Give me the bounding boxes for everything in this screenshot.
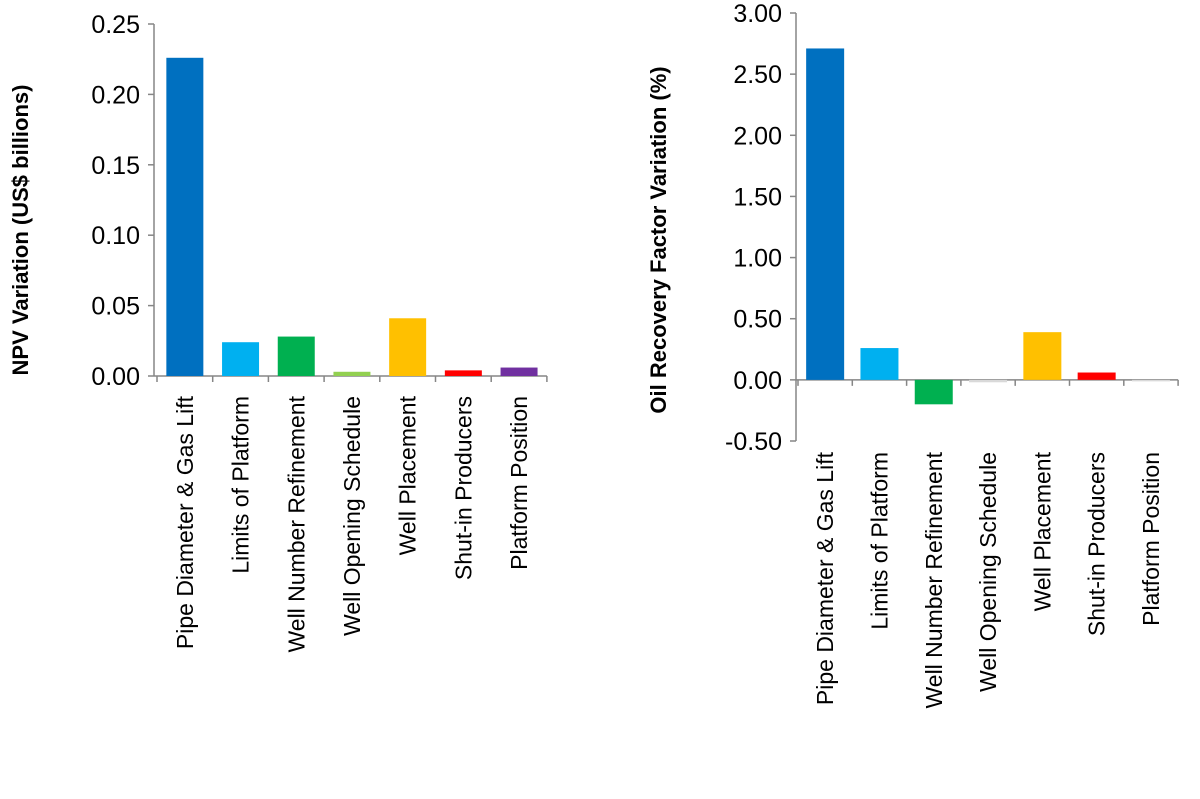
- y-tick-label: 0.00: [733, 367, 782, 395]
- bar-shut-in-producers: [1077, 372, 1116, 380]
- bar-well-number-refinement: [914, 379, 953, 405]
- x-category-label: Limits of Platform: [866, 452, 892, 630]
- y-tick-label: 1.50: [733, 183, 782, 211]
- y-tick-label: 0.15: [91, 152, 140, 180]
- y-tick-label: 3.00: [733, 0, 782, 28]
- x-category-label: Well Number Refinement: [283, 395, 309, 652]
- y-tick-label: -0.50: [725, 428, 782, 456]
- bar-limits-of-platform: [860, 348, 899, 380]
- x-category-label: Platform Position: [506, 396, 532, 570]
- bar-pipe-diameter-and-gas-lift: [806, 48, 845, 380]
- x-category-label: Pipe Diameter & Gas Lift: [172, 395, 198, 649]
- y-tick-label: 2.50: [733, 61, 782, 89]
- x-category-label: Well Placement: [395, 395, 421, 555]
- x-category-label: Limits of Platform: [228, 396, 254, 574]
- x-category-label: Platform Position: [1138, 452, 1164, 626]
- oil-recovery-factor-chart: -0.50 0.00 0.50 1.00 1.50 2.00 2.50 3.00 Pipe Di…: [646, 0, 1179, 709]
- y-tick-label: 0.20: [91, 81, 140, 109]
- bar-platform-position: [1131, 379, 1170, 382]
- y-tick-label: 0.50: [733, 306, 782, 334]
- bar-pipe-diameter-and-gas-lift: [166, 57, 204, 377]
- y-axis-title: NPV Variation (US$ billions): [8, 85, 33, 376]
- npv-variation-chart: 0.00 0.05 0.10 0.15 0.20 0.25 Pipe Diameter & …: [8, 11, 548, 653]
- y-tick-label: 1.00: [733, 245, 782, 273]
- x-category-label: Shut-in Producers: [450, 396, 476, 580]
- y-tick-label: 2.00: [733, 122, 782, 150]
- x-category-label: Well Opening Schedule: [339, 396, 365, 636]
- bar-shut-in-producers: [444, 370, 482, 376]
- x-category-label: Pipe Diameter & Gas Lift: [812, 451, 838, 705]
- bar-well-opening-schedule: [969, 379, 1008, 383]
- x-category-label: Shut-in Producers: [1084, 452, 1110, 636]
- y-tick-label: 0.00: [91, 363, 140, 391]
- x-category-label: Well Opening Schedule: [975, 452, 1001, 692]
- x-category-label: Well Placement: [1029, 451, 1055, 611]
- bar-platform-position: [500, 367, 538, 376]
- y-axis-title: Oil Recovery Factor Variation (%): [646, 66, 671, 413]
- y-tick-label: 0.05: [91, 293, 140, 321]
- bar-well-placement: [389, 318, 427, 376]
- bar-limits-of-platform: [222, 342, 260, 376]
- y-tick-label: 0.10: [91, 222, 140, 250]
- x-category-label: Well Number Refinement: [921, 451, 947, 708]
- bar-well-placement: [1023, 332, 1062, 380]
- y-tick-label: 0.25: [91, 11, 140, 39]
- bar-well-number-refinement: [277, 336, 315, 376]
- bar-well-opening-schedule: [333, 371, 371, 376]
